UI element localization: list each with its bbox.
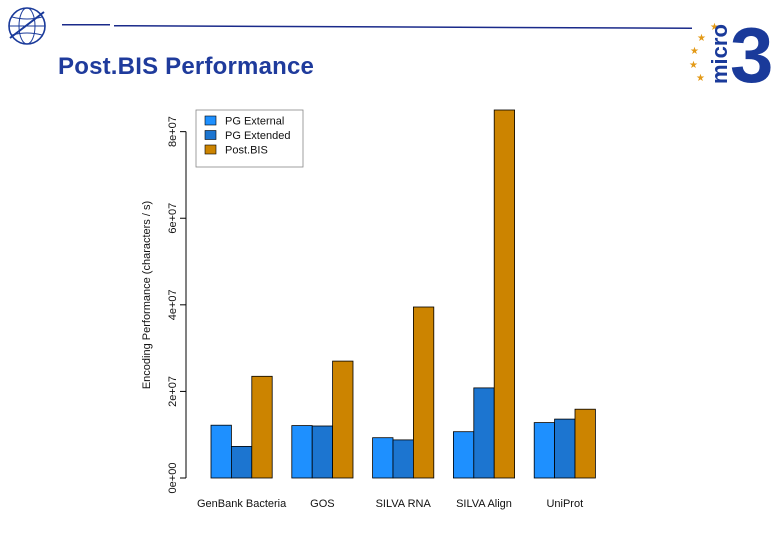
y-axis: 0e+00 2e+07 4e+07 6e+07 8e+07	[167, 116, 187, 494]
x-tick-label: GOS	[310, 498, 334, 510]
y-tick-label: 4e+07	[167, 289, 179, 320]
header-rule	[62, 24, 692, 29]
svg-text:★: ★	[696, 73, 705, 84]
bar-silva-align-pg-extended	[473, 387, 495, 479]
legend-swatch	[204, 130, 217, 140]
x-tick-label: SILVA Align	[456, 498, 512, 510]
svg-text:★: ★	[690, 46, 699, 57]
bar-silva-align-post-bis	[493, 109, 516, 479]
globe-emblem-icon	[8, 7, 46, 45]
x-axis-labels: GenBank Bacteria GOS SILVA RNA SILVA Align U…	[197, 498, 583, 510]
x-tick-label: SILVA RNA	[376, 498, 432, 510]
y-tick-label: 2e+07	[167, 376, 179, 407]
bar-silva-rna-post-bis	[412, 306, 435, 479]
star-icon: ★ ★ ★ ★ ★	[689, 22, 719, 84]
y-axis-title: Encoding Performance (characters / s)	[141, 201, 153, 389]
bar-silva-rna-pg-extended	[392, 439, 414, 479]
legend-swatch	[204, 144, 217, 155]
page-title: Post.BIS Performance	[58, 53, 315, 80]
brand-logo: ★ ★ ★ ★ ★ micro 3	[689, 11, 773, 88]
legend-label: PG Extended	[225, 130, 290, 142]
bar-gos-pg-extended	[311, 425, 334, 479]
bar-uniprot-pg-extended	[554, 418, 576, 479]
legend-label: Post.BIS	[225, 145, 268, 157]
bar-silva-rna-pg-external	[372, 437, 394, 479]
bar-genbank-bacteria-pg-external	[210, 424, 232, 479]
svg-text:★: ★	[710, 22, 719, 33]
bar-genbank-bacteria-pg-extended	[230, 445, 253, 479]
legend-swatch	[204, 115, 217, 126]
bar-uniprot-pg-external	[533, 422, 556, 479]
brand-logo-number: 3	[730, 11, 773, 88]
brand-logo-text: micro	[707, 24, 732, 84]
bar-genbank-bacteria-post-bis	[251, 375, 273, 479]
svg-text:★: ★	[689, 60, 698, 71]
y-tick-label: 8e+07	[167, 116, 179, 147]
y-tick-label: 6e+07	[167, 203, 179, 234]
bar-silva-align-pg-external	[452, 431, 475, 479]
x-tick-label: GenBank Bacteria	[197, 498, 287, 510]
legend-label: PG External	[225, 116, 284, 128]
plot-area	[210, 109, 596, 479]
x-tick-label: UniProt	[546, 498, 583, 510]
svg-text:★: ★	[697, 33, 706, 44]
legend: PG External PG Extended Post.BIS	[195, 109, 304, 168]
bar-gos-pg-external	[291, 425, 313, 479]
bar-gos-post-bis	[332, 360, 354, 479]
bar-uniprot-post-bis	[574, 408, 596, 479]
y-tick-label: 0e+00	[167, 463, 179, 494]
